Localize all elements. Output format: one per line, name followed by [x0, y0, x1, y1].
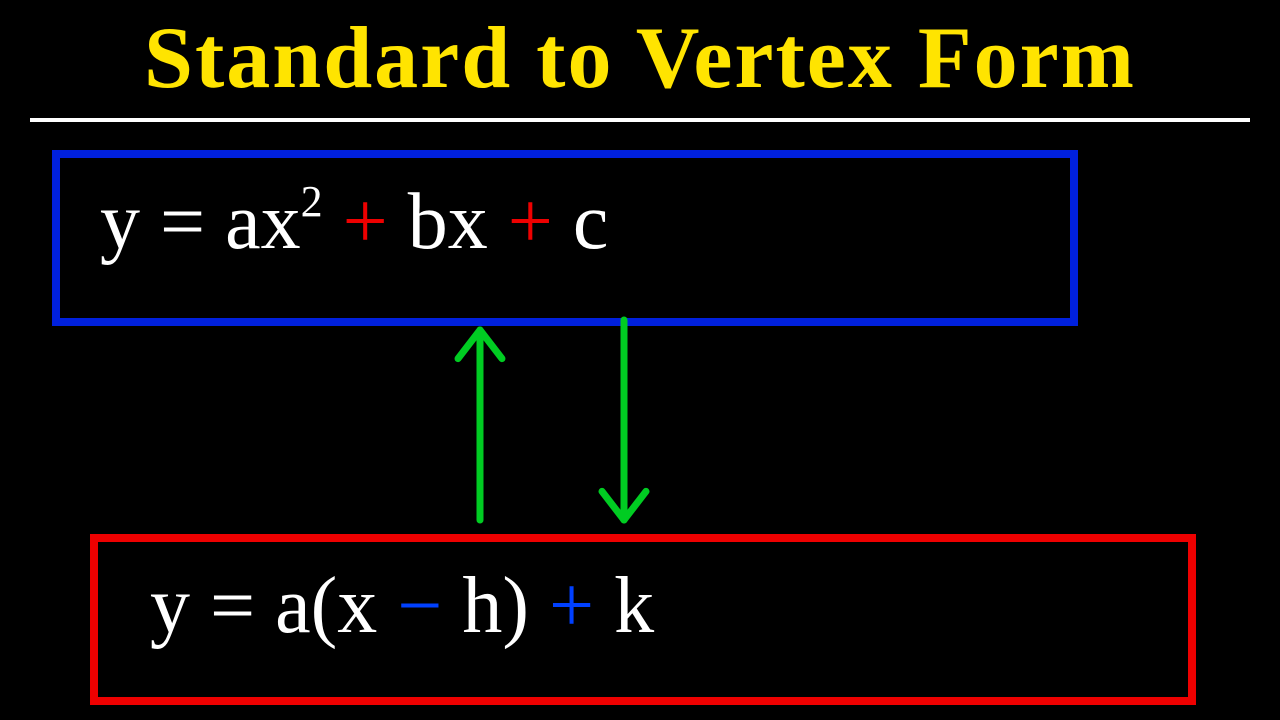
equation-part: + — [529, 562, 614, 650]
standard-form-equation: y = ax2 + bx + c — [100, 182, 608, 262]
title-underline — [30, 118, 1250, 122]
equation-part: 2 — [301, 177, 323, 226]
equation-part: bx — [408, 178, 488, 266]
equation-part: y = ax — [100, 178, 301, 266]
equation-part: k — [614, 562, 654, 650]
equation-part: + — [323, 178, 408, 266]
page-title: Standard to Vertex Form — [0, 8, 1280, 109]
equation-part: c — [573, 178, 609, 266]
vertex-form-equation: y = a(x − h) + k — [150, 566, 654, 646]
equation-part: h) — [462, 562, 529, 650]
equation-part: − — [377, 562, 462, 650]
equation-part: + — [488, 178, 573, 266]
equation-part: y = a(x — [150, 562, 377, 650]
